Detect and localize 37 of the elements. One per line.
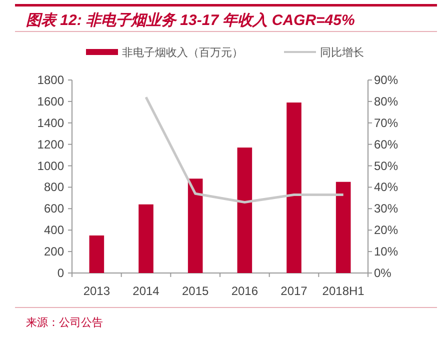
y-tick-label: 1400 xyxy=(37,116,64,130)
y2-tick-label: 40% xyxy=(374,180,398,194)
bar xyxy=(89,235,104,273)
y-tick-label: 800 xyxy=(44,180,64,194)
legend-label: 非电子烟收入（百万元） xyxy=(122,46,243,59)
y2-tick-label: 70% xyxy=(374,116,398,130)
x-tick-label: 2014 xyxy=(132,284,160,298)
x-tick-label: 2018H1 xyxy=(322,284,365,298)
y-tick-label: 1000 xyxy=(37,158,64,173)
y2-tick-label: 50% xyxy=(374,158,398,173)
bar xyxy=(237,148,252,273)
bar xyxy=(188,178,203,273)
x-tick-label: 2013 xyxy=(83,284,110,298)
y-tick-label: 400 xyxy=(44,223,64,238)
y-tick-label: 1600 xyxy=(37,94,64,108)
x-tick-label: 2016 xyxy=(231,284,258,298)
y-tick-label: 1800 xyxy=(37,73,64,87)
chart-title: 图表 12: 非电子烟业务 13-17 年收入 CAGR=45% xyxy=(26,12,355,29)
bar xyxy=(138,204,154,273)
y2-tick-label: 80% xyxy=(374,94,398,108)
y2-tick-label: 90% xyxy=(374,73,398,87)
y2-tick-label: 0% xyxy=(374,266,392,280)
bar xyxy=(286,102,302,273)
y2-tick-label: 10% xyxy=(374,244,398,259)
x-tick-label: 2015 xyxy=(182,284,210,298)
x-tick-label: 2017 xyxy=(280,284,308,298)
y2-tick-label: 30% xyxy=(374,202,398,216)
legend-label: 同比增长 xyxy=(320,46,364,59)
source-note: 来源：公司公告 xyxy=(26,316,103,329)
y-tick-label: 0 xyxy=(57,266,64,280)
y-tick-label: 200 xyxy=(44,244,64,259)
y2-tick-label: 60% xyxy=(374,137,398,152)
bar xyxy=(336,182,351,273)
y2-tick-label: 20% xyxy=(374,223,398,238)
y-tick-label: 1200 xyxy=(37,137,64,152)
y-tick-label: 600 xyxy=(44,202,64,216)
line-series xyxy=(144,96,345,204)
